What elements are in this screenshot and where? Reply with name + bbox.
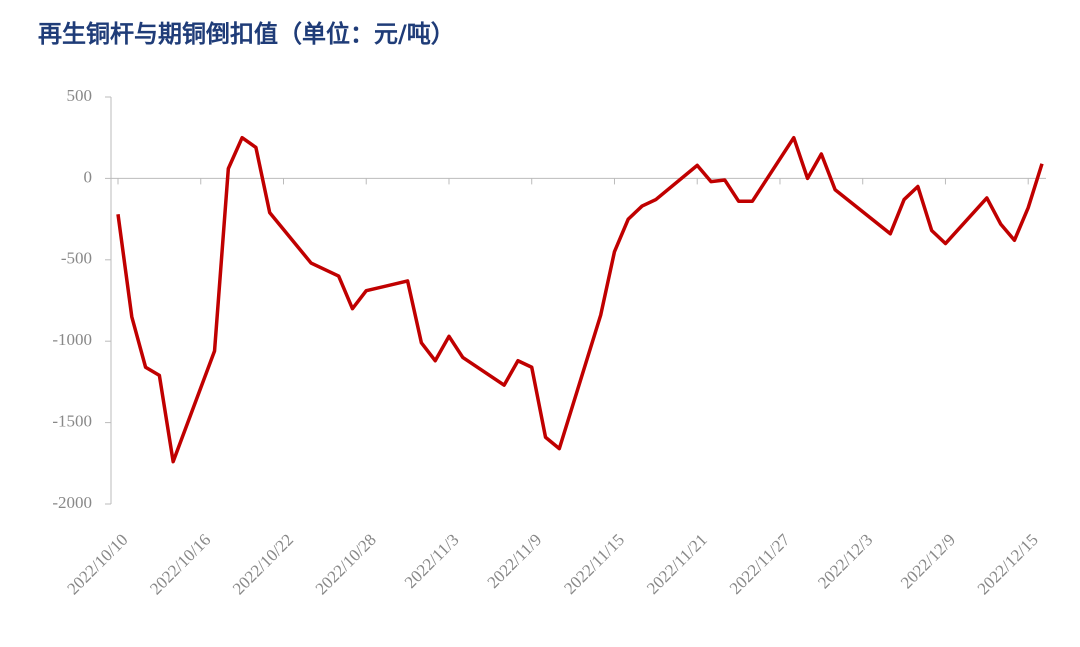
x-tick-label: 2022/11/21 [643,530,711,598]
x-tick-label: 2022/11/27 [726,530,794,598]
x-tick-label: 2022/11/15 [560,530,628,598]
y-tick-label: -1500 [52,412,92,431]
x-tick-label: 2022/12/3 [814,530,876,592]
y-tick-label: 0 [84,167,93,186]
y-tick-label: -500 [61,249,92,268]
x-tick-label: 2022/11/9 [484,530,546,592]
x-tick-label: 2022/12/15 [974,530,1042,598]
x-tick-label: 2022/11/3 [401,530,463,592]
x-tick-label: 2022/10/28 [312,530,380,598]
line [116,135,1044,464]
y-tick-label: 500 [67,86,93,105]
x-tick-label: 2022/12/9 [897,530,959,592]
x-tick-label: 2022/10/10 [63,530,131,598]
y-tick-label: -2000 [52,493,92,512]
y-tick-label: -1000 [52,330,92,349]
chart-title: 再生铜杆与期铜倒扣值（单位：元/吨） [38,20,455,48]
x-tick-label: 2022/10/16 [146,530,214,598]
x-tick-label: 2022/10/22 [229,530,297,598]
